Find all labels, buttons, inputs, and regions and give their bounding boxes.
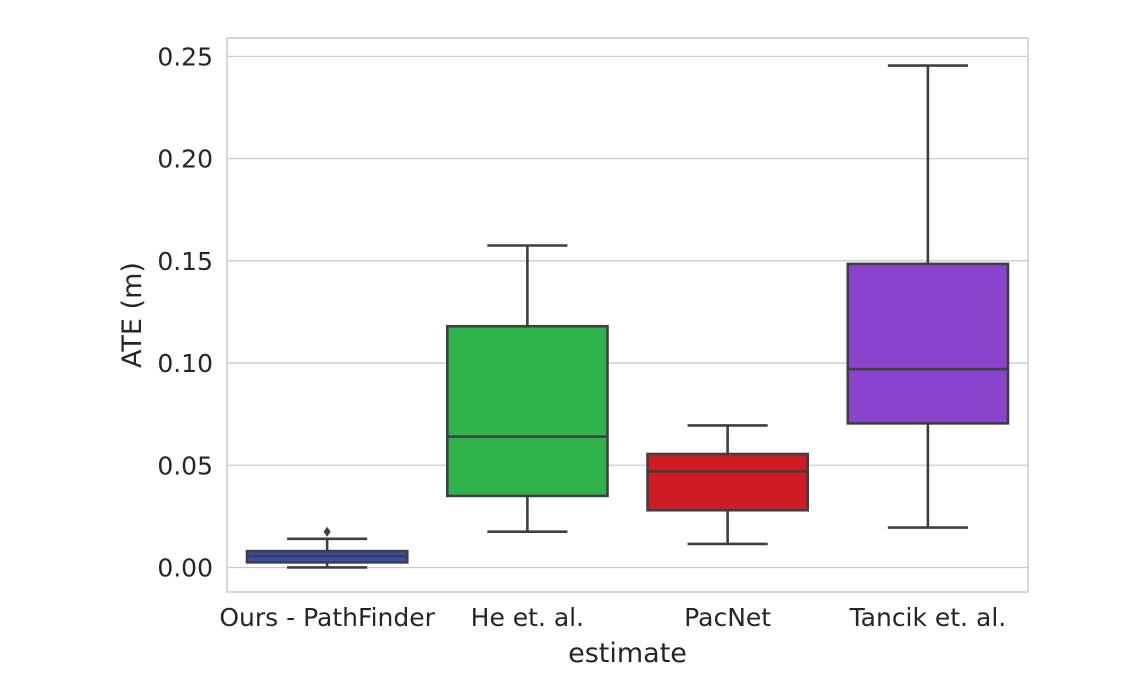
x-tick-label: Ours - PathFinder xyxy=(219,603,435,632)
y-tick-label: 0.05 xyxy=(157,451,213,480)
box-iqr xyxy=(846,262,1010,425)
outlier-point xyxy=(323,526,331,537)
box-group xyxy=(846,64,1010,529)
box-iqr xyxy=(445,324,609,498)
x-tick-label: PacNet xyxy=(684,603,771,632)
box-group xyxy=(445,244,609,533)
plot-area-frame xyxy=(226,37,1029,593)
x-tick-label: Tancik et. al. xyxy=(849,603,1007,632)
box-group xyxy=(646,424,810,546)
y-tick-label: 0.00 xyxy=(157,553,213,582)
x-tick-label: He et. al. xyxy=(471,603,584,632)
y-tick-label: 0.10 xyxy=(157,349,213,378)
y-tick-labels: 0.00 0.05 0.10 0.15 0.20 0.25 xyxy=(157,42,213,582)
x-tick-labels: Ours - PathFinder He et. al. PacNet Tancik … xyxy=(219,603,1006,632)
y-tick-label: 0.15 xyxy=(157,247,213,276)
box-group xyxy=(245,526,409,569)
y-tick-label: 0.20 xyxy=(157,145,213,174)
x-axis-label: estimate xyxy=(568,638,687,669)
y-tick-label: 0.25 xyxy=(157,42,213,71)
y-axis-label: ATE (m) xyxy=(117,262,148,368)
grid-lines xyxy=(227,55,1028,569)
boxes xyxy=(245,64,1010,569)
box-iqr xyxy=(646,452,810,512)
